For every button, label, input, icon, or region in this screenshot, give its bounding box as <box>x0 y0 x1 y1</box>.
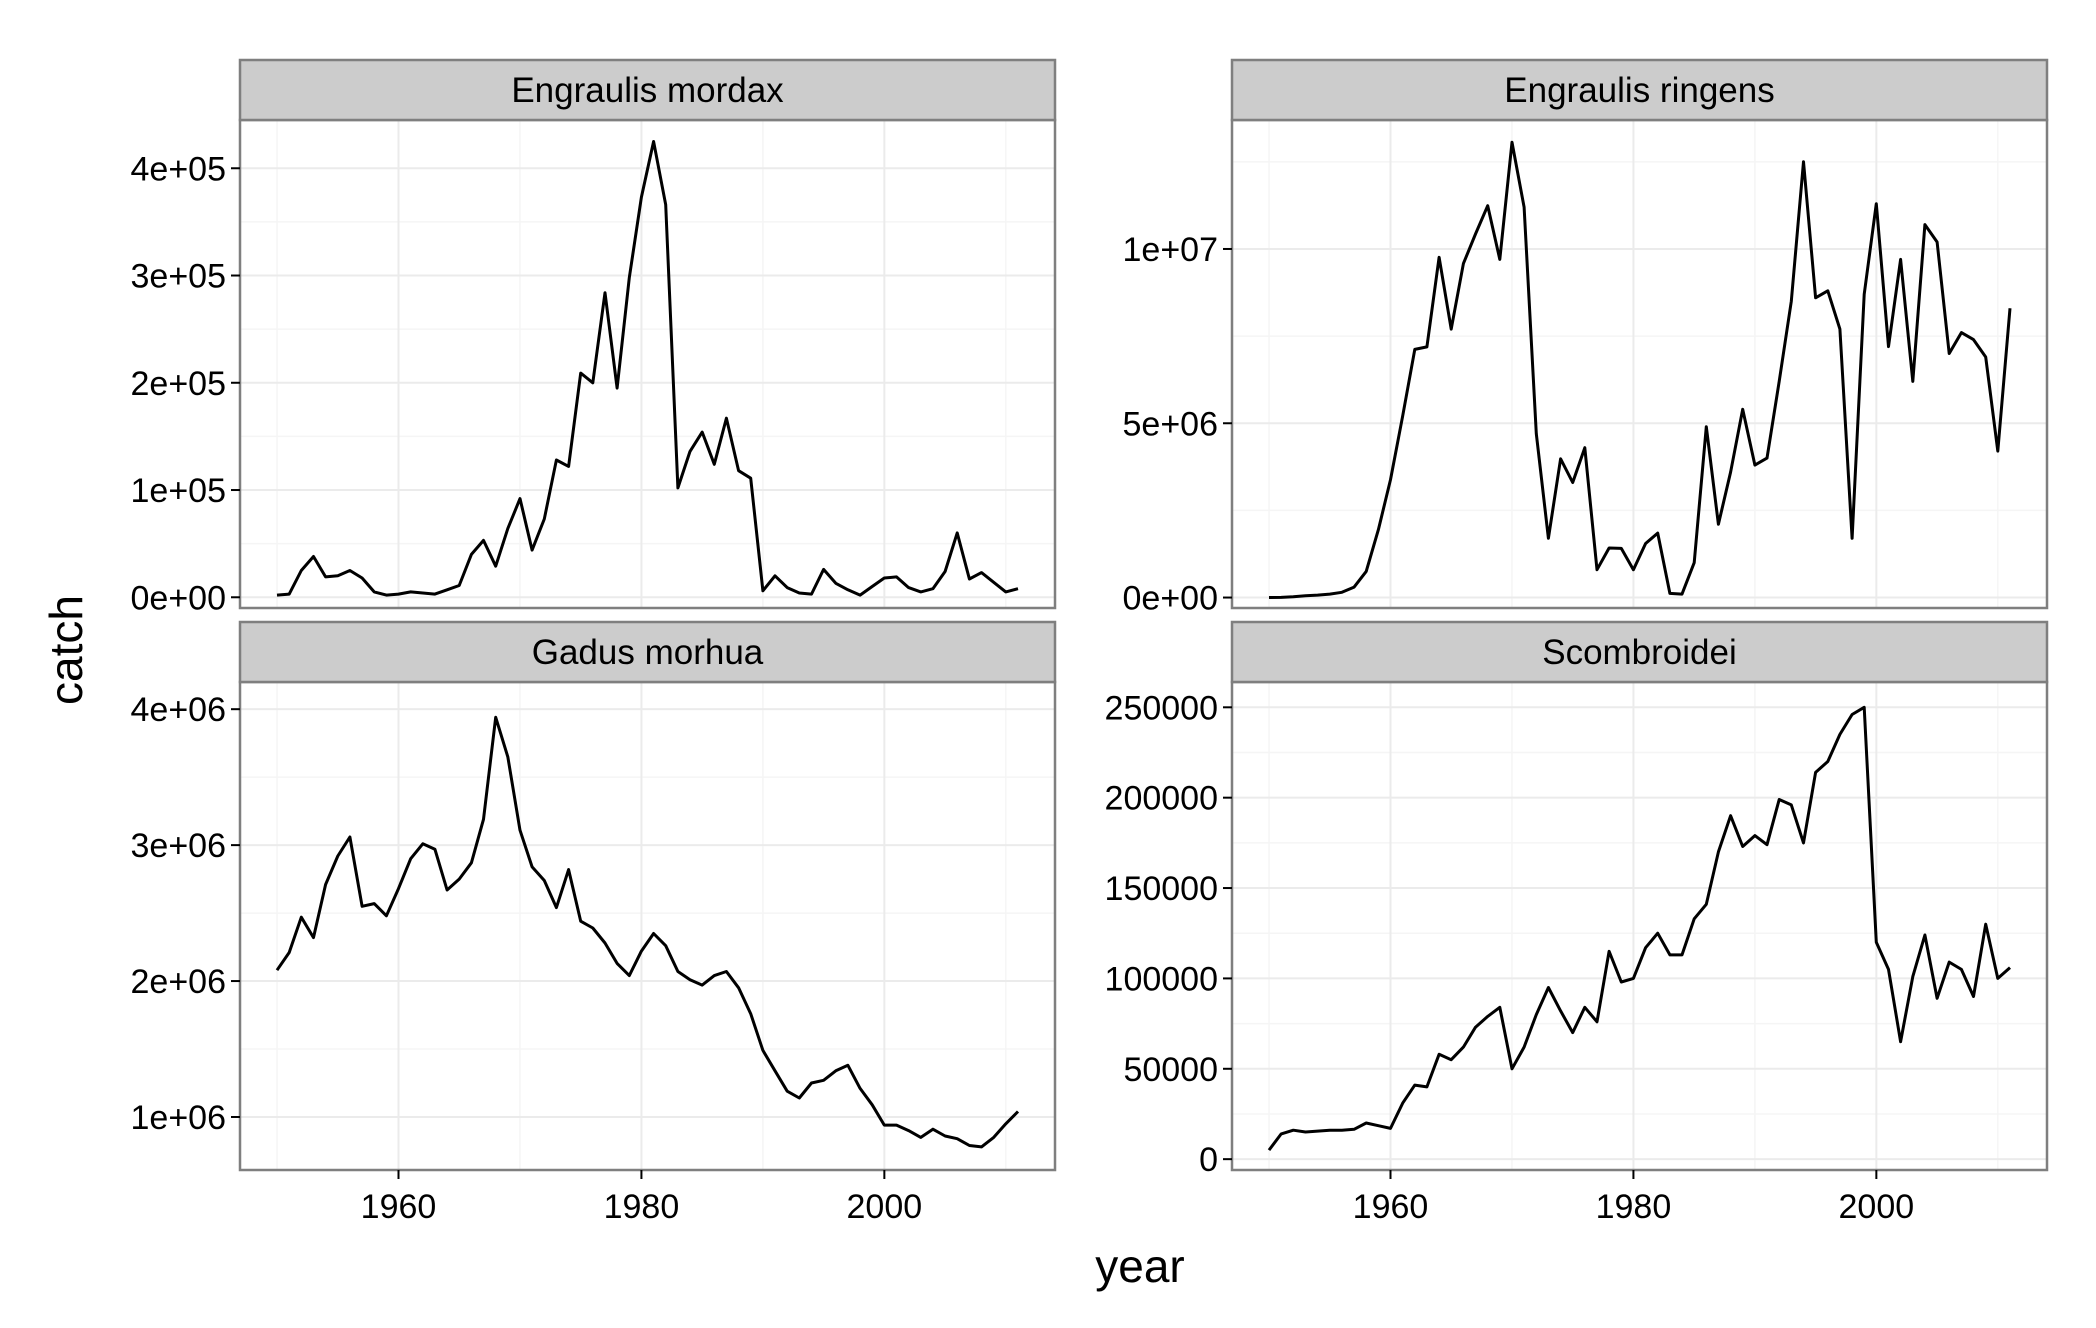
facet-strip <box>1230 58 2049 122</box>
y-tick-label: 1e+07 <box>1123 231 1219 269</box>
panel-scombroidei: Scombroidei 0 50000 100000 150000 200000 25000… <box>1105 620 2049 1226</box>
x-tick-label: 1980 <box>604 1188 680 1226</box>
panel-engraulis-mordax: Engraulis mordax 0e+00 1e+05 2e+05 3e+05 4e+0… <box>131 58 1057 617</box>
y-tick-label: 250000 <box>1105 689 1218 727</box>
y-tick-label: 1e+06 <box>131 1099 227 1137</box>
y-tick-label: 4e+06 <box>131 691 227 729</box>
panel-gadus-morhua: Gadus morhua 1e+06 2e+06 3e+06 4e+06 1960 1980… <box>131 620 1057 1226</box>
y-tick-label: 200000 <box>1105 780 1218 818</box>
panel-background <box>240 120 1055 608</box>
series-line-engraulis-mordax <box>276 140 1019 597</box>
y-tick-label: 100000 <box>1105 960 1218 998</box>
facet-strip <box>238 58 1057 122</box>
y-tick-label: 2e+05 <box>131 365 227 403</box>
facet-panels: Engraulis mordax 0e+00 1e+05 2e+05 3e+05 4e+0… <box>131 58 2049 1226</box>
y-tick-label: 150000 <box>1105 870 1218 908</box>
y-tick-label: 0e+00 <box>131 579 227 617</box>
y-tick-label: 5e+06 <box>1123 405 1219 443</box>
x-tick-label: 2000 <box>1839 1188 1915 1226</box>
panel-background <box>240 682 1055 1170</box>
panel-engraulis-ringens: Engraulis ringens 0e+00 5e+06 1e+07 <box>1123 58 2049 618</box>
x-tick-label: 2000 <box>847 1188 923 1226</box>
facet-strip <box>238 620 1057 684</box>
y-tick-label: 0 <box>1199 1141 1218 1179</box>
y-tick-label: 50000 <box>1123 1051 1218 1089</box>
facet-strip <box>1230 620 2049 684</box>
facet-strip-label: Gadus morhua <box>532 633 764 672</box>
facet-strip-label: Engraulis mordax <box>511 71 784 110</box>
x-tick-label: 1960 <box>1353 1188 1429 1226</box>
y-tick-label: 2e+06 <box>131 963 227 1001</box>
y-tick-label: 4e+05 <box>131 150 227 188</box>
facet-strip-label: Scombroidei <box>1542 633 1737 672</box>
x-axis-title: year <box>1095 1240 1184 1292</box>
x-tick-label: 1960 <box>361 1188 437 1226</box>
y-tick-label: 3e+06 <box>131 827 227 865</box>
y-axis-title: catch <box>40 595 92 705</box>
series-line-engraulis-ringens <box>1268 140 2012 599</box>
x-tick-label: 1980 <box>1596 1188 1672 1226</box>
series-line-scombroidei <box>1267 705 2011 1152</box>
facet-strip-label: Engraulis ringens <box>1504 71 1774 110</box>
y-tick-label: 0e+00 <box>1123 580 1219 618</box>
series-line-gadus-morhua <box>275 715 1020 1149</box>
y-tick-label: 1e+05 <box>131 472 227 510</box>
y-tick-label: 3e+05 <box>131 258 227 296</box>
panel-background <box>1232 120 2047 608</box>
panel-background <box>1232 682 2047 1170</box>
